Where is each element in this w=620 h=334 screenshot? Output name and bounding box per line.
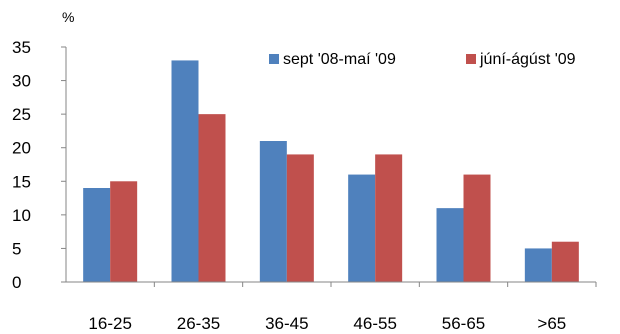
bar-series1-26-35 [172, 60, 199, 282]
y-tick-label: 5 [12, 239, 21, 258]
y-tick-label: 15 [12, 172, 31, 191]
y-axis-unit-label: % [62, 9, 74, 25]
legend: sept '08-maí '09 júní-ágúst '09 [269, 51, 576, 68]
legend-label: júní-ágúst '09 [479, 51, 576, 68]
x-tick-label: 46-55 [353, 314, 396, 333]
bar-series1-46-55 [348, 175, 375, 282]
x-tick-label: 26-35 [177, 314, 220, 333]
bar-series2-26-35 [199, 114, 226, 282]
bar-series1->65 [525, 248, 552, 282]
y-tick-label: 30 [12, 72, 31, 91]
legend-swatch [269, 54, 279, 64]
x-tick-label: 36-45 [265, 314, 308, 333]
y-axis-ticks: 0 5 10 15 20 25 30 35 [12, 38, 66, 292]
bar-series2-56-65 [464, 175, 491, 282]
legend-swatch [466, 54, 476, 64]
x-tick-label: 16-25 [88, 314, 131, 333]
x-tick-label: >65 [537, 314, 566, 333]
bar-series1-16-25 [83, 188, 110, 282]
y-tick-label: 20 [12, 139, 31, 158]
y-tick-label: 10 [12, 206, 31, 225]
bar-series2-36-45 [287, 154, 314, 282]
bar-series2-46-55 [375, 154, 402, 282]
bar-series1-36-45 [260, 141, 287, 282]
bar-series2->65 [552, 242, 579, 282]
bar-series2-16-25 [110, 181, 137, 282]
y-tick-label: 35 [12, 38, 31, 57]
y-tick-label: 0 [12, 273, 21, 292]
bar-series1-56-65 [437, 208, 464, 282]
x-axis-ticks: 16-25 26-35 36-45 46-55 56-65 >65 [88, 282, 596, 333]
legend-label: sept '08-maí '09 [283, 51, 396, 68]
x-tick-label: 56-65 [442, 314, 485, 333]
bars [83, 60, 579, 282]
y-tick-label: 25 [12, 105, 31, 124]
